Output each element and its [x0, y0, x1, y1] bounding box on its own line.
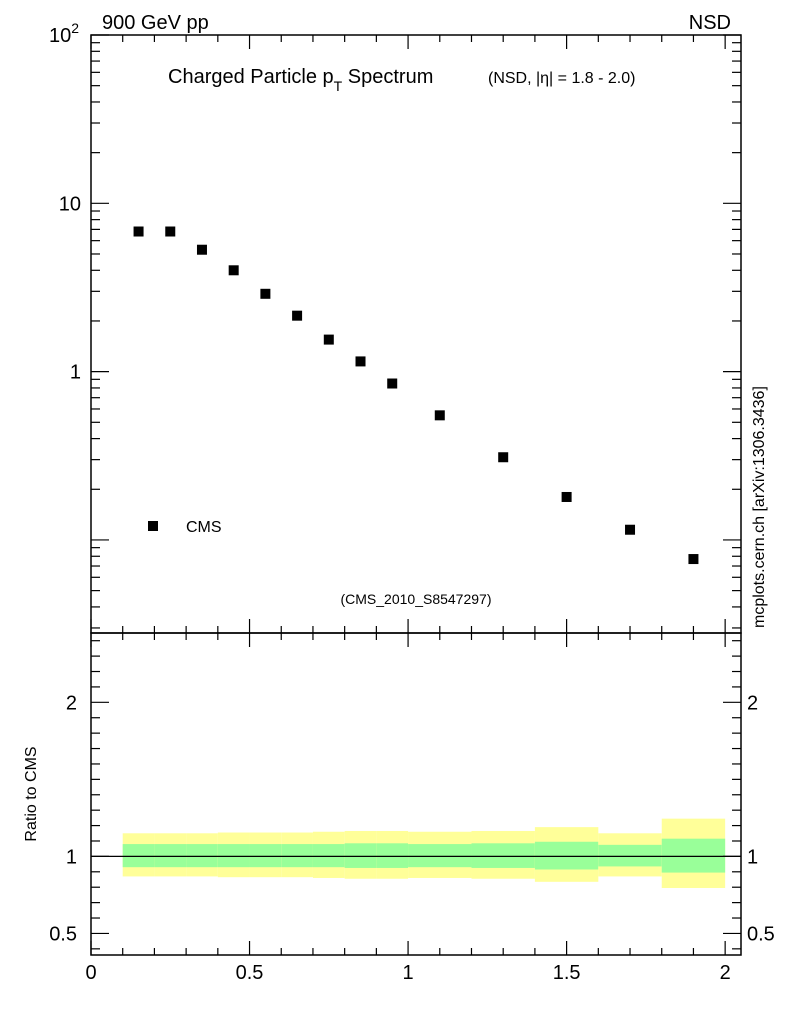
data-point: [260, 288, 271, 299]
legend-marker: [148, 521, 158, 531]
x-tick-label: 0: [85, 962, 96, 984]
y-tick-label-base: 1: [70, 362, 81, 384]
data-point: [196, 244, 207, 255]
y-tick-label-main: 10: [59, 193, 81, 215]
data-point: [387, 378, 398, 389]
inner-band-9: [408, 844, 472, 868]
inner-band-1: [154, 844, 187, 868]
ratio-panel-frame: [90, 632, 742, 956]
chart-title: Charged Particle pT Spectrum: [168, 66, 433, 94]
inner-band-3: [217, 844, 250, 868]
inner-band-2: [186, 844, 218, 868]
data-point: [355, 356, 366, 367]
y-tick-label-main: 102: [49, 20, 79, 47]
inner-band-7: [344, 843, 377, 868]
y-tick-label-base: 10: [49, 25, 71, 47]
inner-band-8: [376, 843, 409, 868]
data-point: [165, 226, 176, 237]
y-tick-label-ratio-right: 2: [747, 692, 758, 714]
x-tick-label: 1.5: [553, 962, 581, 984]
y-tick-label-exp: 2: [71, 20, 79, 36]
data-point: [625, 524, 636, 535]
data-point: [292, 310, 303, 321]
inner-band-0: [122, 844, 155, 868]
data-point: [434, 410, 445, 421]
y-tick-label-ratio-left: 1: [66, 846, 77, 868]
title-main: Charged Particle p: [168, 66, 334, 88]
data-point: [688, 554, 699, 565]
ratio-bands: [122, 818, 726, 888]
x-tick-label: 2: [720, 962, 731, 984]
data-point: [561, 491, 572, 502]
y-tick-label-main: 1: [70, 362, 81, 384]
side-label: mcplots.cern.ch [arXiv:1306.3436]: [751, 386, 768, 628]
inner-band-10: [471, 843, 535, 868]
inner-band-11: [534, 841, 599, 870]
title-extra: (NSD, |η| = 1.8 - 2.0): [488, 70, 635, 87]
x-tick-label: 1: [403, 962, 414, 984]
axis-ticks: [90, 34, 741, 955]
data-point: [133, 226, 144, 237]
inner-band-12: [598, 844, 662, 867]
main-panel-frame: [90, 34, 742, 634]
inner-band-5: [281, 844, 313, 868]
y-tick-label-base: 10: [59, 193, 81, 215]
legend-label: CMS: [186, 519, 222, 536]
inner-band-4: [249, 844, 282, 868]
y-tick-label-ratio-right: 1: [747, 846, 758, 868]
ratio-ylabel: Ratio to CMS: [23, 746, 40, 841]
title-tail: Spectrum: [342, 66, 433, 88]
data-point: [323, 334, 334, 345]
y-tick-label-ratio-left: 0.5: [49, 923, 77, 945]
data-point: [228, 265, 239, 276]
title-subscript: T: [334, 78, 343, 94]
inner-band-13: [661, 838, 726, 873]
analysis-id: (CMS_2010_S8547297): [341, 591, 492, 607]
inner-band-6: [312, 844, 345, 868]
data-point: [498, 452, 509, 463]
y-tick-label-ratio-right: 0.5: [747, 923, 775, 945]
energy-label: 900 GeV pp: [102, 12, 209, 34]
y-tick-label-ratio-left: 2: [66, 692, 77, 714]
data-points: [133, 226, 699, 565]
x-tick-label: 0.5: [236, 962, 264, 984]
process-label: NSD: [689, 12, 731, 34]
